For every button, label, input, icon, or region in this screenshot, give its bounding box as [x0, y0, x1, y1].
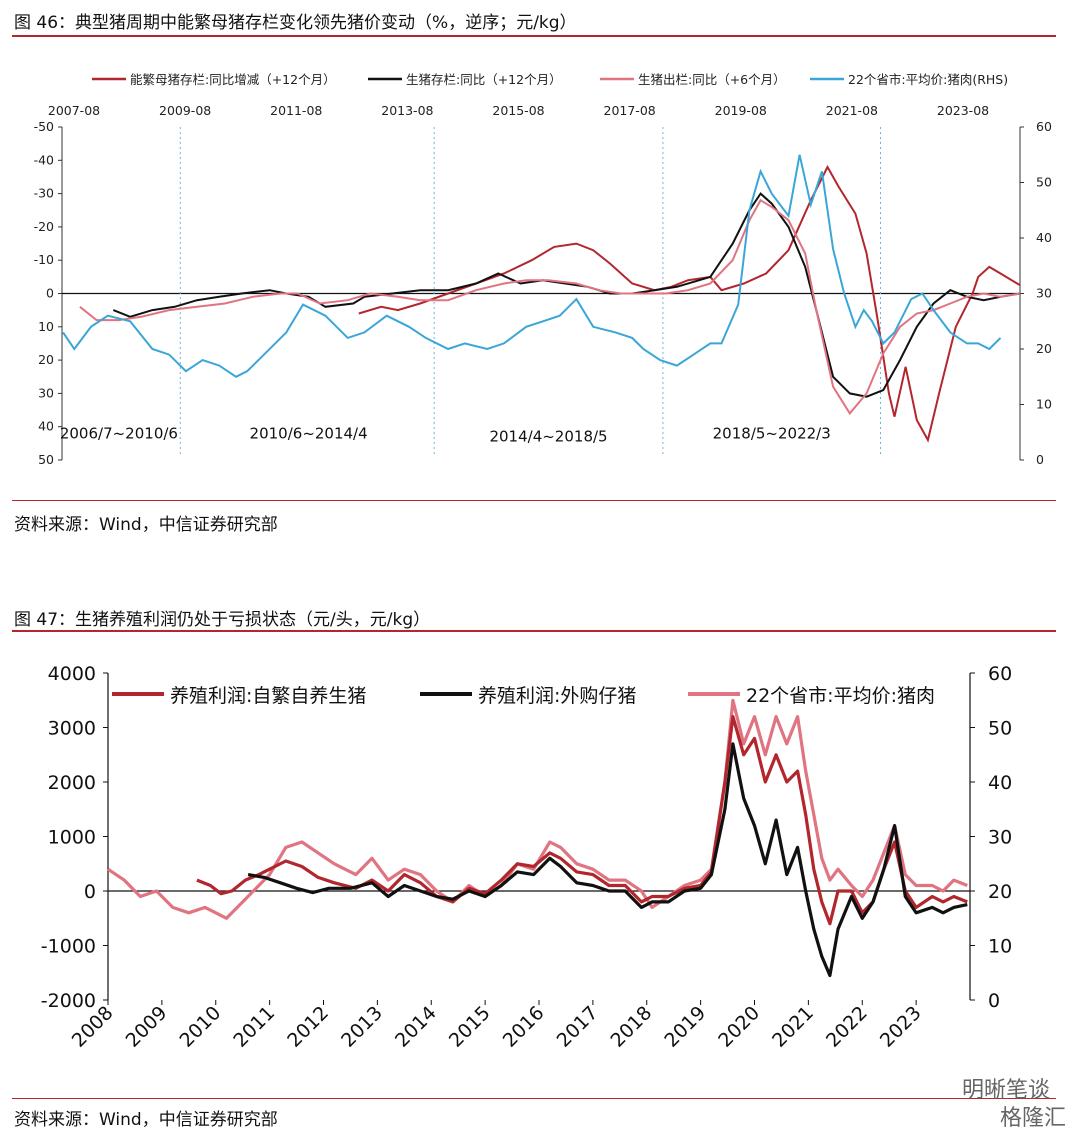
- legend-label-3: 22个省市:平均价:猪肉(RHS): [848, 72, 1008, 87]
- x-tick-label: 2009-08: [159, 103, 211, 118]
- left-tick-label: 2000: [48, 772, 96, 794]
- x-tick-label: 2020: [714, 1002, 764, 1052]
- left-tick-label: 1000: [48, 827, 96, 849]
- right-tick-label: 50: [988, 718, 1012, 740]
- x-tick-label: 2014: [391, 1002, 441, 1052]
- legend-label-2: 生猪出栏:同比（+6个月）: [638, 72, 786, 87]
- x-tick-label: 2021: [768, 1002, 818, 1052]
- figure-46-top-rule: [12, 35, 1056, 37]
- series-line-0: [196, 715, 968, 926]
- right-tick-label: 60: [988, 663, 1012, 685]
- figure-46-source: 资料来源：Wind，中信证券研究部: [14, 515, 278, 535]
- figure-47-source: 资料来源：Wind，中信证券研究部: [14, 1110, 278, 1130]
- x-tick-label: 2017-08: [604, 103, 656, 118]
- watermark-logo-text: 格隆汇: [999, 1106, 1066, 1131]
- cycle-label: 2006/7~2010/6: [60, 424, 178, 442]
- cycle-label: 2018/5~2022/3: [713, 424, 831, 442]
- legend-label-1: 生猪存栏:同比（+12个月）: [406, 72, 562, 87]
- right-tick-label: 30: [988, 827, 1012, 849]
- left-tick-label: 3000: [48, 718, 96, 740]
- left-tick-label: 20: [38, 352, 54, 367]
- x-tick-label: 2011: [229, 1002, 279, 1052]
- series-line-0: [358, 164, 1020, 443]
- left-tick-label: -2000: [41, 990, 96, 1012]
- series-line-1: [247, 742, 968, 978]
- x-tick-label: 2007-08: [48, 103, 100, 118]
- watermark-text: 明晰笔谈: [961, 1078, 1050, 1103]
- series-line-2: [107, 698, 968, 920]
- left-tick-label: -20: [34, 219, 54, 234]
- x-tick-label: 2023-08: [937, 103, 989, 118]
- left-tick-label: -40: [34, 152, 54, 167]
- right-tick-label: 0: [988, 990, 1000, 1012]
- figure-47-top-rule: [12, 630, 1056, 632]
- x-tick-label: 2015-08: [492, 103, 544, 118]
- right-tick-label: 60: [1036, 119, 1052, 134]
- x-tick-label: 2016: [499, 1002, 549, 1052]
- chart-46: 能繁母猪存栏:同比增减（+12个月） 生猪存栏:同比（+12个月） 生猪出栏:同比（…: [34, 72, 1052, 467]
- left-tick-label: 4000: [48, 663, 96, 685]
- right-tick-label: 10: [988, 936, 1012, 958]
- x-tick-label: 2012: [283, 1002, 333, 1052]
- figure-46-title: 图 46：典型猪周期中能繁母猪存栏变化领先猪价变动（%，逆序；元/kg）: [14, 13, 577, 33]
- left-tick-label: -30: [34, 186, 54, 201]
- series-line-2: [79, 198, 1020, 416]
- cycle-label: 2014/4~2018/5: [489, 428, 607, 446]
- right-tick-label: 40: [988, 772, 1012, 794]
- x-tick-label: 2019: [660, 1002, 710, 1052]
- right-tick-label: 20: [988, 881, 1012, 903]
- legend-label-2: 22个省市:平均价:猪肉: [746, 685, 935, 707]
- figure-46-bottom-rule: [12, 500, 1056, 501]
- series-line-3: [62, 154, 1002, 378]
- right-tick-label: 10: [1036, 397, 1052, 412]
- left-tick-label: -50: [34, 119, 54, 134]
- x-tick-label: 2019-08: [715, 103, 767, 118]
- left-tick-label: 30: [38, 385, 54, 400]
- x-tick-label: 2022: [822, 1002, 872, 1052]
- x-tick-label: 2013-08: [381, 103, 433, 118]
- x-tick-label: 2017: [553, 1002, 603, 1052]
- left-tick-label: 0: [84, 881, 96, 903]
- right-tick-label: 0: [1036, 452, 1044, 467]
- x-tick-label: 2023: [876, 1002, 926, 1052]
- right-tick-label: 30: [1036, 286, 1052, 301]
- left-tick-label: -1000: [41, 936, 96, 958]
- legend-label-0: 能繁母猪存栏:同比增减（+12个月）: [130, 72, 336, 87]
- figure-47-title: 图 47：生猪养殖利润仍处于亏损状态（元/头，元/kg）: [14, 610, 431, 630]
- right-tick-label: 40: [1036, 230, 1052, 245]
- left-tick-label: 0: [46, 286, 54, 301]
- x-tick-label: 2013: [337, 1002, 387, 1052]
- cycle-label: 2010/6~2014/4: [250, 424, 368, 442]
- left-tick-label: 50: [38, 452, 54, 467]
- left-tick-label: -10: [34, 252, 54, 267]
- legend-label-0: 养殖利润:自繁自养生猪: [170, 685, 366, 707]
- x-tick-label: 2010: [176, 1002, 226, 1052]
- right-tick-label: 20: [1036, 341, 1052, 356]
- left-tick-label: 10: [38, 319, 54, 334]
- x-tick-label: 2009: [122, 1002, 172, 1052]
- x-tick-label: 2011-08: [270, 103, 322, 118]
- x-tick-label: 2018: [607, 1002, 657, 1052]
- right-tick-label: 50: [1036, 175, 1052, 190]
- x-tick-label: 2015: [445, 1002, 495, 1052]
- legend-label-1: 养殖利润:外购仔猪: [478, 685, 636, 707]
- x-tick-label: 2021-08: [826, 103, 878, 118]
- left-tick-label: 40: [38, 419, 54, 434]
- figure-47-bottom-rule: [12, 1098, 1056, 1099]
